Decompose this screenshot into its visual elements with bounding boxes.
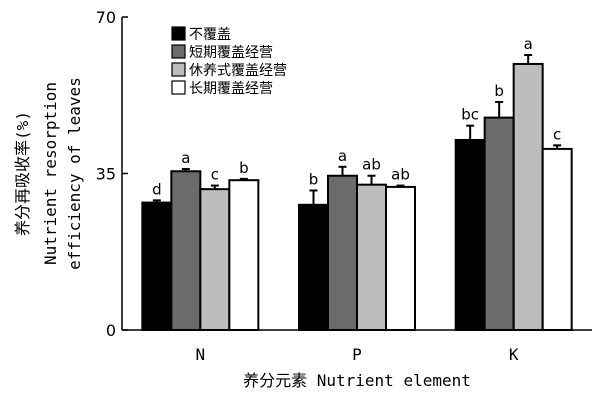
significance-label: ab (362, 156, 381, 174)
significance-label: a (524, 35, 533, 53)
y-tick-label: 35 (96, 165, 116, 184)
legend-label: 短期覆盖经营 (189, 45, 273, 61)
significance-label: b (239, 159, 249, 177)
y-tick-label: 0 (106, 321, 116, 340)
significance-label: b (494, 82, 504, 100)
bar (385, 185, 416, 331)
x-tick-label: N (196, 345, 206, 364)
bar (541, 147, 573, 331)
significance-label: a (338, 147, 347, 165)
legend-label: 不覆盖 (189, 27, 231, 43)
legend-label: 长期覆盖经营 (189, 81, 273, 97)
x-tick-label: K (509, 345, 519, 364)
y-axis-title-chinese: 养分再吸收率(%) (13, 111, 32, 236)
legend-swatch (171, 80, 186, 95)
y-tick-label: 70 (96, 8, 116, 27)
y-axis-title-english-line2: efficiency of leaves (65, 77, 84, 270)
legend-swatch (171, 26, 186, 41)
bar (298, 203, 329, 331)
bar (170, 170, 202, 331)
bar (199, 188, 231, 331)
significance-label: a (181, 149, 190, 167)
legend-label: 休养式覆盖经营 (189, 63, 287, 79)
significance-label: ab (391, 166, 410, 184)
bar (512, 62, 544, 331)
bar (327, 174, 358, 331)
significance-label: bc (461, 106, 479, 124)
bar (228, 179, 260, 331)
bar (483, 116, 515, 331)
significance-label: b (309, 170, 319, 188)
x-tick-label: P (352, 345, 362, 364)
bar (356, 183, 387, 331)
significance-label: d (152, 180, 162, 198)
bar (141, 201, 173, 331)
legend-swatch (171, 62, 186, 77)
legend-swatch (171, 44, 186, 59)
significance-label: c (553, 125, 561, 143)
x-axis-title: 养分元素 Nutrient element (243, 371, 471, 390)
bar (454, 138, 486, 331)
significance-label: c (211, 166, 219, 184)
y-axis-title-english-line1: Nutrient resorption (41, 82, 60, 265)
